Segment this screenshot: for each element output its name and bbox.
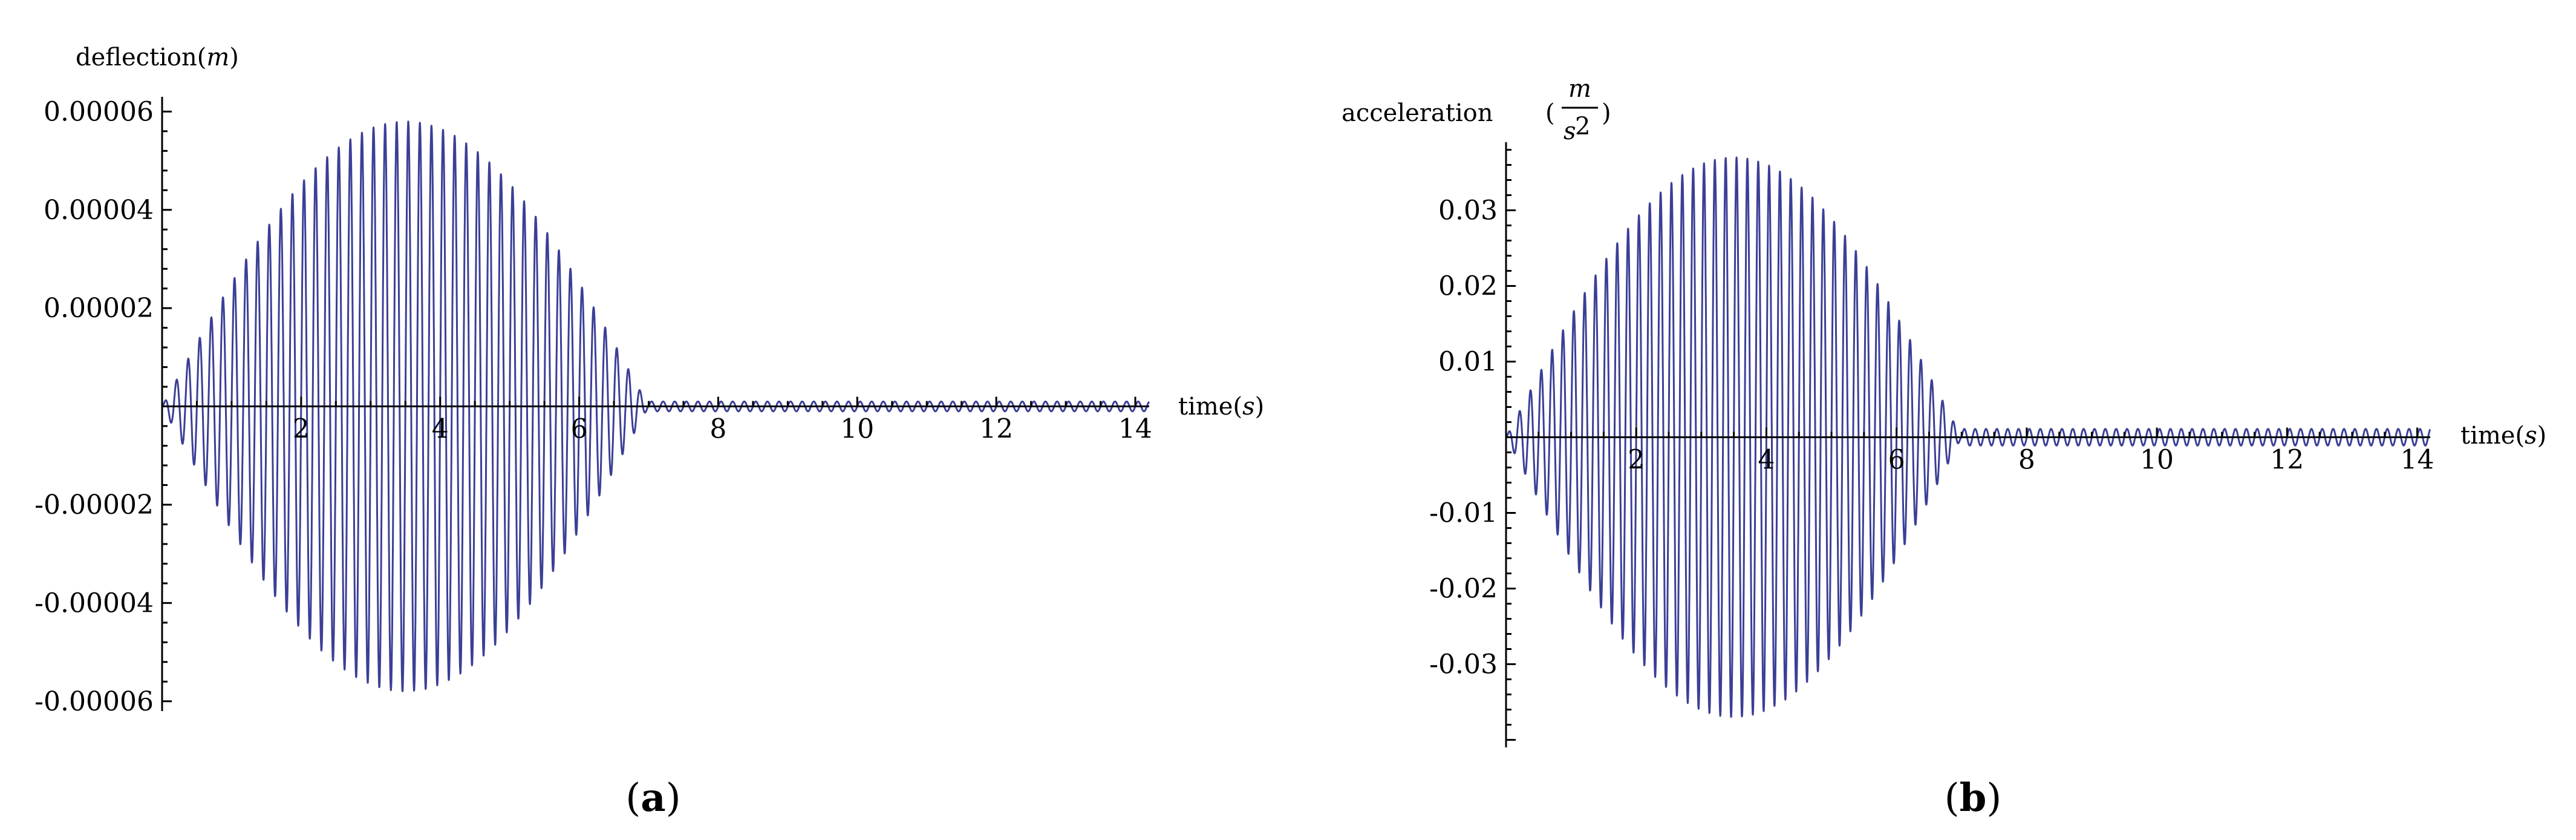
chart-b-y-axis-label: acceleration ( m s 2 ) xyxy=(1342,75,1611,145)
chart-b-x-ticks: 2 4 6 8 10 12 14 xyxy=(1537,427,2434,476)
svg-text:): ) xyxy=(1602,99,1611,127)
chart-b-y-ticks: -0.03 -0.02 -0.01 0.01 0.02 0.03 xyxy=(1429,149,1516,741)
chart-a-panel-label: (a) xyxy=(625,775,680,821)
y-tick-label: 0.01 xyxy=(1438,347,1498,378)
x-tick-label: 2 xyxy=(1628,445,1645,476)
chart-a-y-ticks: -0.00006 -0.00004 -0.00002 0.00002 0.00004 0.… xyxy=(34,96,172,717)
x-tick-label: 6 xyxy=(571,414,588,445)
svg-text:s: s xyxy=(1564,117,1576,145)
y-tick-label: -0.00002 xyxy=(34,490,154,520)
x-tick-label: 6 xyxy=(1888,445,1905,476)
x-tick-label: 4 xyxy=(432,414,449,445)
y-tick-label: 0.00006 xyxy=(44,96,154,127)
x-tick-label: 14 xyxy=(1118,414,1152,445)
chart-a: 2 4 6 8 10 12 14 -0.00006 -0.00004 -0.00002 0.000… xyxy=(34,44,1264,821)
x-tick-label: 10 xyxy=(2140,445,2174,476)
svg-text:(: ( xyxy=(1545,99,1555,127)
y-tick-label: 0.00002 xyxy=(44,293,154,324)
svg-text:m: m xyxy=(1568,75,1591,103)
x-tick-label: 12 xyxy=(979,414,1013,445)
x-tick-label: 2 xyxy=(293,414,310,445)
x-tick-label: 10 xyxy=(840,414,874,445)
y-tick-label: 0.00004 xyxy=(44,195,154,226)
y-tick-label: -0.00006 xyxy=(34,686,154,717)
y-tick-label: 0.02 xyxy=(1438,271,1498,302)
y-tick-label: -0.00004 xyxy=(34,588,154,619)
chart-b-x-axis-label: time(s) xyxy=(2460,422,2546,450)
chart-a-x-axis-label: time(s) xyxy=(1178,393,1264,421)
y-tick-label: -0.01 xyxy=(1429,498,1498,529)
svg-text:acceleration: acceleration xyxy=(1342,99,1493,127)
chart-b-panel-label: (b) xyxy=(1945,775,2002,821)
x-tick-label: 4 xyxy=(1758,445,1775,476)
y-tick-label: -0.03 xyxy=(1429,649,1498,680)
chart-a-x-ticks: 2 4 6 8 10 12 14 xyxy=(195,396,1152,445)
x-tick-label: 8 xyxy=(709,414,726,445)
svg-text:2: 2 xyxy=(1575,113,1590,140)
chart-b: 2 4 6 8 10 12 14 -0.03 -0.02 -0.01 0.01 0.02 0.03 a… xyxy=(1342,75,2546,821)
y-tick-label: 0.03 xyxy=(1438,195,1498,226)
x-tick-label: 14 xyxy=(2400,445,2434,476)
chart-a-y-axis-label: deflection(m) xyxy=(76,44,239,71)
x-tick-label: 8 xyxy=(2018,445,2035,476)
x-tick-label: 12 xyxy=(2270,445,2304,476)
y-tick-label: -0.02 xyxy=(1429,574,1498,605)
